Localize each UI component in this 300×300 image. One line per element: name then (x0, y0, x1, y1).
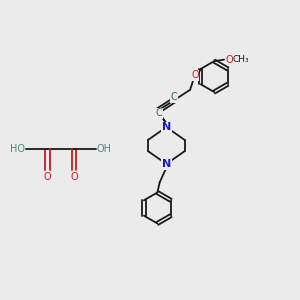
Text: O: O (226, 55, 233, 64)
Text: N: N (162, 159, 171, 169)
Text: C: C (170, 92, 177, 102)
Text: CH₃: CH₃ (232, 55, 249, 64)
Text: O: O (191, 70, 199, 80)
Text: HO: HO (10, 143, 25, 154)
Text: N: N (162, 122, 171, 132)
Text: C: C (156, 108, 163, 118)
Text: OH: OH (97, 143, 112, 154)
Text: O: O (70, 172, 78, 182)
Text: O: O (44, 172, 51, 182)
